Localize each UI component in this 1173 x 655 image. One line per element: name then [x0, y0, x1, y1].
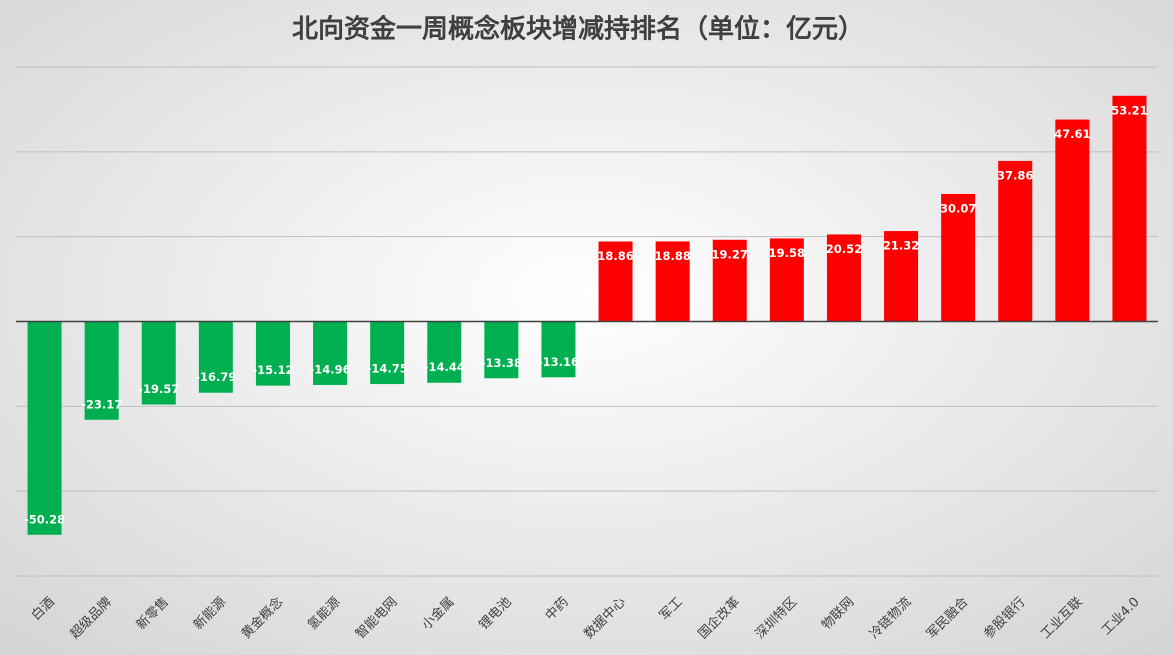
- value-label: 30.07: [940, 201, 976, 215]
- value-label: 21.32: [883, 239, 919, 253]
- value-label: -14.44: [424, 360, 465, 374]
- bar: [313, 321, 348, 385]
- value-label: -14.75: [367, 362, 408, 376]
- bar: [998, 160, 1033, 322]
- bar: [370, 321, 405, 385]
- value-label: 37.86: [997, 168, 1033, 182]
- value-label: 47.61: [1054, 127, 1090, 141]
- value-label: -23.17: [81, 397, 122, 411]
- bar: [427, 321, 462, 383]
- value-label: 20.52: [826, 242, 862, 256]
- bar: [1055, 119, 1090, 322]
- value-label: -14.96: [309, 362, 350, 376]
- value-label: 19.27: [712, 247, 748, 261]
- bar: [769, 238, 804, 322]
- value-label: -16.79: [195, 370, 236, 384]
- chart-title: 北向资金一周概念板块增减持排名（单位：亿元）: [292, 14, 864, 45]
- bar: [198, 321, 233, 393]
- bar: [484, 321, 519, 379]
- bar: [1112, 95, 1147, 322]
- value-label: -13.16: [538, 355, 579, 369]
- value-label: 19.58: [769, 246, 805, 260]
- value-label: -13.38: [481, 356, 522, 370]
- bar: [826, 234, 861, 322]
- value-label: 18.86: [597, 249, 633, 263]
- bar: [84, 321, 119, 420]
- value-label: 18.88: [654, 249, 690, 263]
- bar: [541, 321, 576, 378]
- bar: [941, 193, 976, 322]
- bar: [598, 241, 633, 322]
- value-label: -15.12: [252, 363, 293, 377]
- value-label: -50.28: [24, 512, 65, 526]
- bar: [255, 321, 290, 386]
- bar: [655, 241, 690, 322]
- bar: [27, 321, 62, 535]
- bar: [141, 321, 176, 405]
- bar: [712, 239, 747, 322]
- value-label: -19.57: [138, 382, 179, 396]
- bar: [884, 231, 919, 322]
- value-label: 53.21: [1111, 103, 1147, 117]
